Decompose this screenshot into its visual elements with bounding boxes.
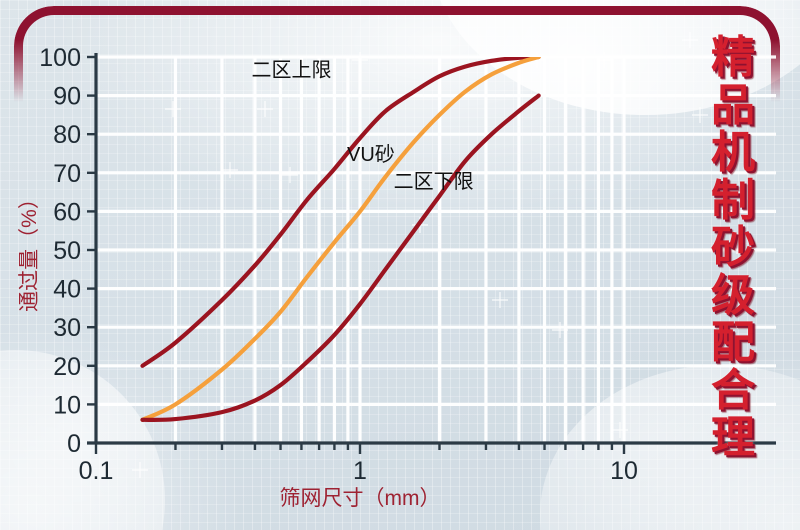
- sparkle-icon: [352, 52, 368, 68]
- sparkle-icon: [612, 422, 628, 438]
- y-tick-label: 50: [53, 237, 81, 265]
- x-axis-title: 筛网尺寸（mm）: [280, 487, 441, 510]
- y-tick-label: 90: [53, 83, 81, 111]
- sparkle-icon: [132, 462, 148, 478]
- sparkle-icon: [282, 167, 298, 183]
- chart-axes: [87, 53, 776, 454]
- sparkle-icon: [596, 52, 612, 68]
- y-tick-label: 80: [53, 121, 81, 149]
- sparkle-icon: [257, 101, 273, 117]
- y-axis-title: 通过量（%）: [18, 188, 41, 312]
- sparkle-icon: [222, 162, 238, 178]
- sparkle-icon: [165, 101, 181, 117]
- chart-curves: [140, 57, 541, 422]
- sparkle-icon: [736, 245, 752, 261]
- y-tick-label: 0: [67, 430, 81, 458]
- y-tick-label: 70: [53, 160, 81, 188]
- y-tick-label: 20: [53, 353, 81, 381]
- x-tick-label: 10: [610, 457, 638, 485]
- series-label: VU砂: [347, 143, 395, 166]
- sparkle-icon: [552, 322, 568, 338]
- series-label: 二区下限: [394, 170, 474, 193]
- sparkle-icon: [492, 292, 508, 308]
- chart-gridlines: [94, 32, 776, 478]
- x-tick-label: 0.1: [79, 457, 114, 485]
- y-tick-label: 100: [39, 44, 81, 72]
- y-tick-label: 60: [53, 198, 81, 226]
- chart-tick-labels: 0 10 20 30 40 50 60 70 80 90 100 0.1 1 10: [39, 44, 638, 485]
- series-label: 二区上限: [251, 58, 331, 81]
- sparkle-icon: [692, 107, 708, 123]
- x-tick-label: 1: [353, 457, 367, 485]
- y-tick-label: 10: [53, 391, 81, 419]
- y-tick-label: 40: [53, 276, 81, 304]
- series-line-1: [140, 57, 541, 422]
- y-tick-label: 30: [53, 314, 81, 342]
- series-line-2: [140, 93, 541, 422]
- series-line-0: [140, 57, 541, 368]
- sparkle-icon: [682, 32, 698, 48]
